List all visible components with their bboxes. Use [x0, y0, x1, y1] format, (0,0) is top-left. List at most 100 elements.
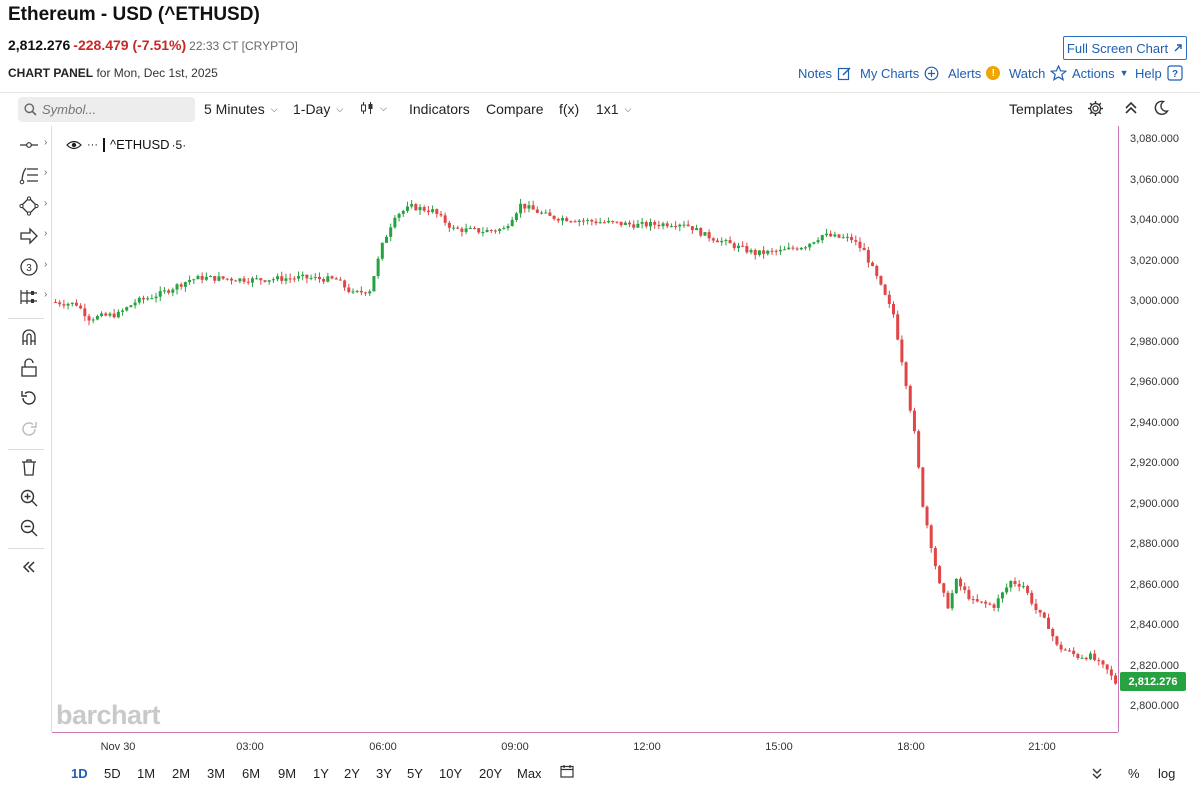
range-button-max[interactable]: Max: [517, 766, 542, 781]
fib-tool-button[interactable]: ›: [18, 164, 47, 186]
delete-drawings-button[interactable]: [18, 456, 40, 478]
range-button-9m[interactable]: 9M: [278, 766, 297, 781]
y-tick-label: 2,920.000: [1130, 457, 1179, 469]
candle: [255, 275, 259, 280]
settings-button[interactable]: [1087, 100, 1104, 117]
undo-button[interactable]: [18, 387, 40, 409]
range-button-1y[interactable]: 1Y: [313, 766, 329, 781]
svg-text:?: ?: [1172, 69, 1178, 80]
candle: [401, 209, 405, 218]
full-screen-chart-button[interactable]: Full Screen Chart: [1063, 36, 1187, 60]
collapse-sidebar-button[interactable]: [18, 556, 40, 578]
zoom-out-button[interactable]: [18, 517, 40, 539]
double-chevron-down-icon: [1092, 768, 1102, 779]
templates-button[interactable]: Templates: [1009, 101, 1073, 117]
candle: [1080, 654, 1084, 659]
lock-button[interactable]: [18, 357, 40, 379]
candle: [209, 275, 213, 278]
candle: [741, 241, 745, 248]
notes-label: Notes: [798, 65, 832, 81]
candle: [669, 223, 673, 228]
my-charts-link[interactable]: My Charts: [860, 63, 939, 83]
function-button[interactable]: f(x): [559, 101, 580, 117]
more-ranges-button[interactable]: [1091, 766, 1103, 783]
range-select[interactable]: 1-Day ⌵: [293, 101, 343, 117]
symbol-search-input[interactable]: [18, 97, 195, 122]
chart-plot-area[interactable]: [52, 126, 1118, 732]
candle: [728, 236, 732, 244]
measure-tool-button[interactable]: ›: [18, 286, 47, 308]
price-axis[interactable]: 3,080.000 3,060.000 3,040.000 3,020.000 3,00…: [1118, 126, 1200, 732]
y-tick-label: 2,940.000: [1130, 416, 1179, 429]
range-button-3m[interactable]: 3M: [207, 766, 226, 781]
candle: [703, 232, 707, 236]
range-button-2m[interactable]: 2M: [172, 766, 191, 781]
layout-select[interactable]: 1x1 ⌵: [596, 101, 631, 117]
candle: [837, 234, 841, 239]
candle: [632, 220, 636, 230]
candle: [816, 237, 820, 244]
collapse-toolbar-button[interactable]: [1124, 100, 1138, 116]
edit-icon: [837, 66, 851, 80]
candle: [259, 277, 263, 285]
range-button-3y[interactable]: 3Y: [376, 766, 392, 781]
candle: [695, 224, 699, 231]
candle: [385, 234, 389, 244]
range-button-6m[interactable]: 6M: [242, 766, 261, 781]
candle: [866, 246, 870, 268]
candle: [481, 227, 485, 237]
range-button-5d[interactable]: 5D: [104, 766, 121, 781]
candle: [950, 589, 954, 611]
candle: [154, 292, 158, 303]
interval-select[interactable]: 5 Minutes ⌵: [204, 101, 278, 117]
range-button-1d[interactable]: 1D: [71, 766, 88, 781]
date-picker-button[interactable]: [560, 764, 574, 781]
chevron-down-icon: ⌵: [380, 102, 387, 113]
magnet-button[interactable]: [18, 326, 40, 348]
indicators-button[interactable]: Indicators: [409, 101, 470, 117]
count-tool-button[interactable]: 3 ›: [18, 256, 47, 278]
candle: [221, 276, 225, 280]
candle: [745, 242, 749, 254]
compare-button[interactable]: Compare: [486, 101, 544, 117]
percent-scale-button[interactable]: %: [1128, 766, 1140, 781]
range-button-5y[interactable]: 5Y: [407, 766, 423, 781]
plus-circle-icon: [924, 66, 939, 80]
range-button-10y[interactable]: 10Y: [439, 766, 463, 781]
candle: [431, 205, 435, 214]
arrow-tool-button[interactable]: ›: [18, 225, 47, 247]
help-icon: ?: [1167, 65, 1183, 81]
x-tick-label: 18:00: [897, 741, 925, 753]
range-button-20y[interactable]: 20Y: [479, 766, 503, 781]
candle: [778, 245, 782, 256]
chart-legend[interactable]: ··· ^ETHUSD ·5·: [66, 137, 186, 152]
redo-button[interactable]: [18, 418, 40, 440]
watch-link[interactable]: Watch: [1009, 63, 1068, 83]
actions-menu[interactable]: Actions ▼: [1072, 63, 1129, 83]
line-tool-button[interactable]: ›: [18, 134, 47, 156]
candle: [699, 227, 703, 238]
candle: [95, 314, 99, 321]
help-link[interactable]: Help ?: [1135, 63, 1183, 83]
candlestick-chart[interactable]: [52, 126, 1118, 732]
candle: [146, 296, 150, 301]
help-label: Help: [1135, 65, 1162, 81]
candle: [657, 220, 661, 230]
dark-mode-toggle[interactable]: [1153, 100, 1169, 116]
candle: [1093, 649, 1097, 662]
eye-icon[interactable]: [66, 140, 82, 150]
chevron-down-icon: ⌵: [270, 103, 278, 114]
candle: [246, 277, 250, 285]
alerts-link[interactable]: Alerts !: [948, 63, 1001, 83]
zoom-in-button[interactable]: [18, 487, 40, 509]
chart-type-select[interactable]: ⌵: [360, 101, 387, 115]
candle: [988, 602, 992, 606]
chart-panel-date: for Mon, Dec 1st, 2025: [96, 66, 218, 80]
time-axis[interactable]: Nov 30 03:00 06:00 09:00 12:00 15:00 18:00 21:0…: [52, 732, 1118, 760]
more-icon[interactable]: ···: [87, 138, 98, 151]
log-scale-button[interactable]: log: [1158, 766, 1176, 781]
notes-link[interactable]: Notes: [798, 63, 852, 83]
range-button-2y[interactable]: 2Y: [344, 766, 360, 781]
shape-tool-button[interactable]: ›: [18, 195, 47, 217]
range-button-1m[interactable]: 1M: [137, 766, 156, 781]
